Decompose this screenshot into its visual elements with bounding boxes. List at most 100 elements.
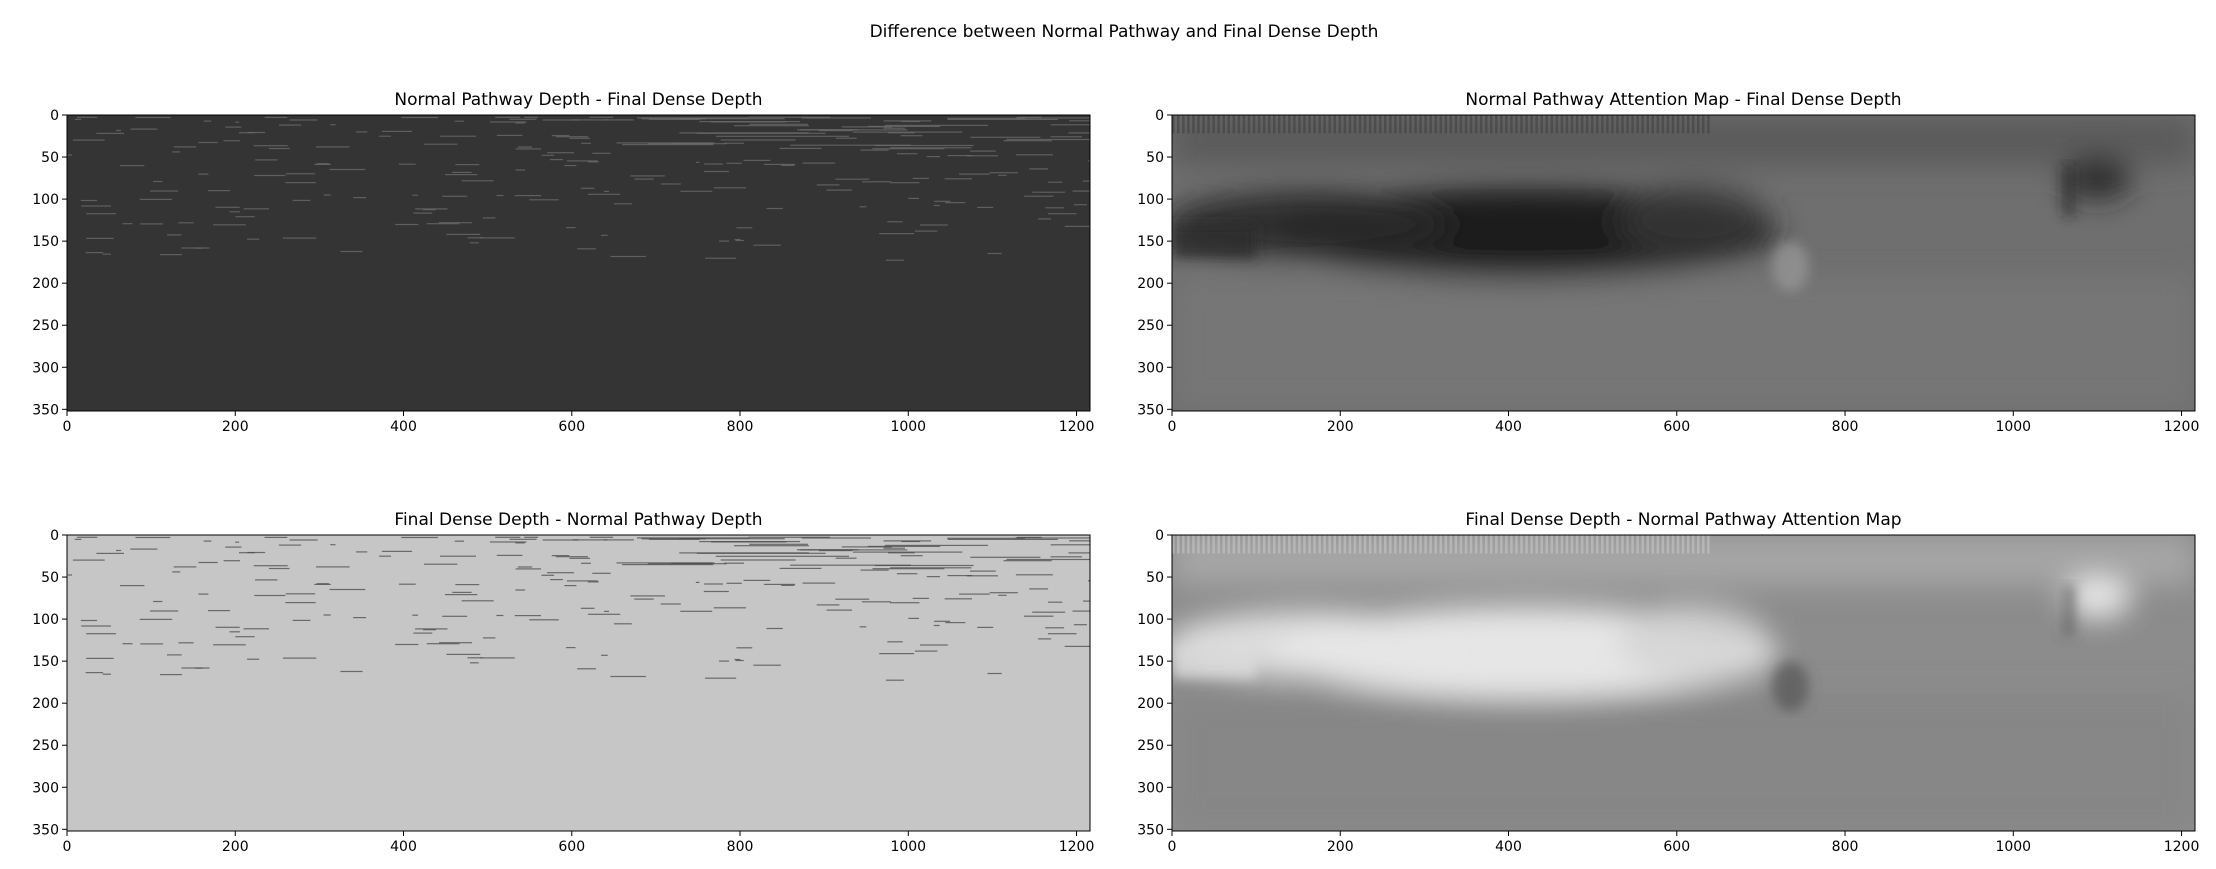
streak bbox=[122, 643, 133, 645]
texture-stripe bbox=[1313, 115, 1316, 134]
streak bbox=[734, 125, 809, 127]
streak bbox=[970, 136, 1041, 138]
streak bbox=[934, 200, 951, 202]
streak bbox=[247, 658, 260, 660]
streak bbox=[547, 152, 574, 154]
texture-stripe bbox=[1707, 535, 1710, 554]
texture-stripe bbox=[1601, 535, 1604, 554]
streak bbox=[173, 566, 197, 568]
streak bbox=[85, 252, 104, 254]
streak bbox=[1045, 207, 1065, 209]
streak bbox=[135, 116, 171, 119]
streak bbox=[679, 118, 785, 120]
streak bbox=[749, 123, 808, 125]
streak bbox=[469, 662, 479, 664]
texture-stripe bbox=[1611, 115, 1614, 134]
streak bbox=[330, 124, 336, 126]
streak bbox=[763, 163, 796, 165]
y-tick-label: 350 bbox=[1137, 822, 1164, 838]
streak bbox=[874, 564, 974, 567]
streak bbox=[588, 193, 621, 195]
axes-frame bbox=[66, 534, 1091, 832]
texture-stripe bbox=[1172, 535, 1175, 554]
streak bbox=[580, 187, 595, 189]
streak bbox=[514, 195, 541, 197]
streak bbox=[423, 629, 436, 631]
streak bbox=[900, 555, 923, 557]
texture-stripe bbox=[1298, 535, 1301, 554]
texture-stripe bbox=[1242, 115, 1246, 134]
y-tick-label: 300 bbox=[32, 360, 59, 376]
y-tick-label: 200 bbox=[1137, 696, 1164, 712]
streak bbox=[541, 574, 555, 576]
streak bbox=[1015, 154, 1053, 156]
streak bbox=[790, 144, 911, 146]
streak bbox=[908, 197, 919, 199]
y-tick-label: 250 bbox=[1137, 738, 1164, 754]
texture-stripe bbox=[1611, 535, 1614, 554]
streak bbox=[601, 654, 608, 656]
streak bbox=[140, 223, 164, 225]
texture-stripe bbox=[1222, 535, 1225, 554]
streak bbox=[695, 161, 700, 163]
streak bbox=[1072, 190, 1090, 192]
streak bbox=[203, 540, 212, 542]
texture-stripe bbox=[1227, 535, 1230, 554]
streak bbox=[790, 564, 911, 566]
subplot-title: Final Dense Depth - Normal Pathway Depth bbox=[394, 510, 762, 530]
streak bbox=[802, 162, 836, 164]
texture-stripe bbox=[1197, 115, 1200, 134]
streak bbox=[890, 182, 920, 184]
streak bbox=[515, 122, 525, 124]
streak bbox=[239, 552, 255, 554]
x-tick-label: 800 bbox=[727, 419, 754, 435]
streak bbox=[1083, 600, 1090, 602]
streak bbox=[587, 581, 599, 583]
streak bbox=[779, 147, 822, 149]
streak bbox=[398, 163, 416, 165]
texture-stripe bbox=[1505, 535, 1508, 554]
texture-stripe bbox=[1363, 115, 1367, 134]
texture-stripe bbox=[1278, 535, 1281, 554]
streak bbox=[622, 144, 714, 146]
streak bbox=[679, 538, 785, 540]
texture-stripe bbox=[1676, 535, 1680, 554]
texture-stripe bbox=[1394, 535, 1397, 554]
streak bbox=[203, 120, 212, 122]
streak bbox=[763, 583, 796, 585]
streak bbox=[225, 126, 242, 128]
streak bbox=[542, 119, 579, 121]
texture-stripe bbox=[1333, 115, 1336, 134]
streak bbox=[515, 169, 526, 171]
y-tick-label: 250 bbox=[1137, 318, 1164, 334]
streak bbox=[96, 132, 124, 134]
y-tick-label: 200 bbox=[32, 276, 59, 292]
streak bbox=[461, 600, 494, 602]
streak bbox=[223, 560, 240, 562]
streak bbox=[86, 237, 114, 239]
x-tick-label: 400 bbox=[390, 419, 417, 435]
streak bbox=[515, 148, 541, 150]
streak bbox=[1073, 204, 1087, 206]
streak bbox=[998, 174, 1007, 176]
texture-stripe bbox=[1636, 535, 1639, 554]
streak bbox=[1069, 120, 1090, 122]
texture-stripe bbox=[1187, 535, 1190, 554]
texture-stripe bbox=[1656, 535, 1660, 554]
streak bbox=[329, 588, 366, 591]
streak bbox=[247, 238, 260, 240]
texture-stripe bbox=[1535, 535, 1538, 554]
streak bbox=[140, 643, 164, 645]
texture-stripe bbox=[1596, 115, 1599, 134]
texture-stripe bbox=[1257, 535, 1261, 554]
streak bbox=[1045, 627, 1065, 629]
streak bbox=[634, 178, 654, 180]
texture-stripe bbox=[1353, 115, 1357, 134]
streak bbox=[1015, 117, 1090, 119]
x-tick-label: 400 bbox=[1495, 839, 1522, 855]
streak bbox=[292, 199, 311, 201]
texture-stripe bbox=[1697, 115, 1700, 134]
streak bbox=[587, 161, 599, 163]
streak bbox=[454, 540, 464, 542]
texture-stripe bbox=[1459, 535, 1463, 554]
